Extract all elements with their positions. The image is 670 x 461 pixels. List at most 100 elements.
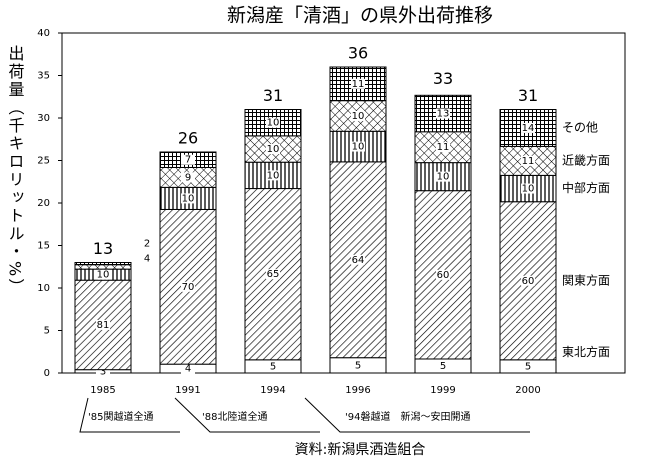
total-label: 33 (433, 69, 453, 88)
label-bg (96, 366, 110, 377)
segment-label: 5 (440, 361, 446, 372)
segment-label: 10 (182, 193, 195, 204)
segment-label: 64 (352, 255, 365, 266)
label-bg (521, 275, 535, 286)
label-bg (351, 110, 365, 121)
x-tick-label: 1985 (90, 385, 115, 396)
segment-label: 10 (352, 142, 365, 153)
segment-label: 65 (267, 269, 280, 280)
label-bg (181, 363, 195, 374)
bar-segment (414, 94, 472, 133)
y-tick-label: 0 (44, 368, 50, 379)
segment-label: 11 (522, 156, 535, 167)
label-bg (266, 269, 280, 280)
label-bg (266, 361, 280, 372)
label-bg (96, 269, 110, 280)
bar-segment (74, 264, 132, 270)
bar-segment (329, 130, 387, 163)
segment-label: 5 (270, 361, 276, 372)
label-bg (266, 170, 280, 181)
annotation: '94磐越道 新潟～安田開通 (345, 410, 470, 423)
y-tick-label: 30 (37, 113, 50, 124)
segment-label: 5 (355, 360, 361, 371)
legend-label: 近畿方面 (562, 152, 610, 167)
label-bg (521, 155, 535, 166)
total-label: 31 (263, 86, 283, 105)
y-tick-label: 20 (37, 198, 50, 209)
label-bg (521, 122, 535, 133)
label-bg (436, 142, 450, 153)
annotation-lines (79, 397, 530, 433)
segment-label: 3 (100, 366, 106, 377)
x-tick-label: 1994 (260, 385, 285, 396)
label-bg (266, 117, 280, 128)
y-tick-label: 15 (37, 241, 50, 252)
segment-label: 10 (267, 170, 280, 181)
annotation: '88北陸道全通 (202, 410, 267, 423)
segment-label: 7 (185, 155, 191, 166)
segment-label: 14 (522, 123, 535, 134)
x-tick-label: 1991 (175, 385, 200, 396)
segment-label: 10 (522, 184, 535, 195)
segment-label: 11 (437, 142, 450, 153)
label-bg (181, 281, 195, 292)
annotation: '85関越道全通 (88, 410, 153, 423)
annotation-line (304, 397, 530, 433)
label-bg (351, 254, 365, 265)
segment-label: 10 (267, 118, 280, 129)
bar-segment (74, 262, 132, 266)
y-tick-label: 40 (37, 28, 50, 39)
x-tick-label: 2000 (515, 385, 540, 396)
y-tick-label: 35 (37, 71, 50, 82)
segment-label: 60 (522, 276, 535, 287)
annotation-line (174, 397, 320, 433)
label-bg (436, 171, 450, 182)
segment-label: 70 (182, 282, 195, 293)
label-bg (436, 269, 450, 280)
x-tick-label: 1996 (345, 385, 370, 396)
segment-label: 11 (352, 79, 365, 90)
legend-label: 中部方面 (562, 180, 610, 195)
chart-title: 新潟産「清酒」の県外出荷推移 (227, 5, 493, 27)
y-tick-label: 5 (44, 326, 50, 337)
annotation-line (79, 397, 180, 433)
label-bg (436, 360, 450, 371)
total-label: 31 (518, 86, 538, 105)
label-bg (521, 361, 535, 372)
bar-segment (244, 109, 302, 137)
segment-label: 10 (352, 111, 365, 122)
total-label: 26 (178, 129, 198, 148)
legend-label: 東北方面 (562, 344, 610, 359)
label-bg (181, 193, 195, 204)
legend-label: その他 (562, 120, 598, 134)
segment-label: 4 (144, 254, 150, 265)
label-bg (351, 360, 365, 371)
label-bg (351, 78, 365, 89)
label-bg (351, 141, 365, 152)
total-label: 13 (93, 239, 113, 258)
segment-label: 2 (144, 239, 150, 250)
legend-label: 関東方面 (562, 272, 610, 287)
segment-label: 9 (185, 172, 191, 183)
label-bg (521, 183, 535, 194)
label-bg (96, 319, 110, 330)
segment-label: 60 (437, 270, 450, 281)
label-bg (266, 144, 280, 155)
label-bg (181, 154, 195, 165)
segment-label: 81 (97, 320, 110, 331)
segment-label: 10 (97, 270, 110, 281)
y-axis-label: 出荷量（千キロリットル・%） (6, 45, 25, 296)
label-bg (436, 108, 450, 119)
segment-label: 5 (525, 361, 531, 372)
y-tick-label: 25 (37, 156, 50, 167)
segment-label: 10 (267, 144, 280, 155)
segment-label: 4 (185, 364, 191, 375)
segment-label: 13 (437, 109, 450, 120)
label-bg (181, 172, 195, 183)
segment-label: 10 (437, 172, 450, 183)
total-label: 36 (348, 44, 368, 63)
y-tick-label: 10 (37, 283, 50, 294)
x-tick-label: 1999 (430, 385, 455, 396)
source: 資料:新潟県酒造組合 (295, 442, 426, 458)
